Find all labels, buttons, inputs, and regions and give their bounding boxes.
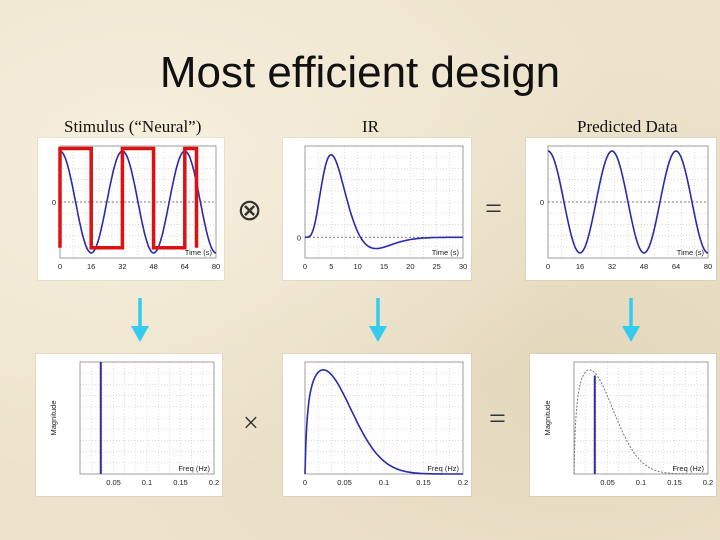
x-tick-label: 0.1 (636, 478, 646, 487)
x-tick-label: 0.2 (458, 478, 468, 487)
x-tick-label: 5 (329, 262, 333, 271)
x-tick-label: 0.05 (337, 478, 352, 487)
plot-frame (304, 145, 464, 259)
series-line-0 (547, 150, 709, 254)
x-tick-label: 25 (432, 262, 440, 271)
ir-freq-chart: 0 0.05 0.1 0.15 0.2 Freq (Hz) (303, 361, 468, 487)
x-tick-label: 15 (380, 262, 388, 271)
x-tick-label: 16 (87, 262, 95, 271)
x-axis-label: Freq (Hz) (672, 464, 704, 473)
stimulus-freq-chart: 0.05 0.1 0.15 0.2 Freq (Hz) Magnitude (49, 361, 219, 487)
column-label-predicted: Predicted Data (577, 117, 678, 136)
y-tick-label: 0 (297, 233, 301, 242)
column-label-ir: IR (362, 117, 379, 136)
x-tick-label: 0 (303, 262, 307, 271)
x-tick-label: 64 (181, 262, 189, 271)
predicted-freq-chart: 0.05 0.1 0.15 0.2 Freq (Hz) Magnitude (543, 361, 713, 487)
y-tick-label: 0 (52, 198, 56, 207)
x-tick-label: 0.15 (416, 478, 431, 487)
x-tick-label: 0.15 (667, 478, 682, 487)
x-tick-label: 10 (353, 262, 361, 271)
chart-grid (304, 361, 464, 475)
down-arrow-icon-predicted (622, 298, 640, 342)
predicted-time-chart: 0 16 32 48 64 80 0 Time (s) (540, 145, 712, 271)
series-line-0 (304, 368, 463, 475)
ir-freq-panel: 0 0.05 0.1 0.15 0.2 Freq (Hz) (283, 354, 471, 496)
stimulus-square-wave (58, 146, 199, 250)
plot-frame (79, 361, 215, 475)
x-tick-label: 0 (546, 262, 550, 271)
slide-title: Most efficient design (159, 48, 561, 97)
x-tick-label: 80 (212, 262, 220, 271)
x-axis-label: Time (s) (185, 248, 213, 257)
multiply-operator-icon: × (243, 408, 259, 439)
x-tick-label: 48 (640, 262, 648, 271)
stimulus-time-chart: 0 16 32 48 64 80 0 Time (s) (52, 145, 220, 271)
plot-frame (304, 361, 464, 475)
x-axis-label: Freq (Hz) (427, 464, 459, 473)
ir-time-chart: 0 5 10 15 20 25 30 0 Time (s) (297, 145, 467, 271)
x-tick-label: 32 (608, 262, 616, 271)
x-tick-label: 64 (672, 262, 680, 271)
equals-operator-bottom: = (489, 402, 506, 435)
y-tick-label: 0 (540, 198, 544, 207)
y-axis-label: Magnitude (543, 400, 552, 435)
ir-time-panel: 0 5 10 15 20 25 30 0 Time (s) (283, 138, 471, 280)
x-tick-label: 0.15 (173, 478, 188, 487)
x-tick-label: 0 (303, 478, 307, 487)
plot-frame (573, 361, 709, 475)
x-tick-label: 30 (459, 262, 467, 271)
predicted-freq-panel: 0.05 0.1 0.15 0.2 Freq (Hz) Magnitude (530, 354, 716, 496)
y-axis-label: Magnitude (49, 400, 58, 435)
x-tick-label: 16 (576, 262, 584, 271)
x-tick-label: 0.1 (142, 478, 152, 487)
stimulus-time-panel: 0 16 32 48 64 80 0 Time (s) (38, 138, 224, 280)
x-tick-label: 80 (704, 262, 712, 271)
chart-grid (304, 145, 464, 259)
x-axis-label: Freq (Hz) (178, 464, 210, 473)
series-line-1 (573, 369, 708, 475)
x-tick-label: 0.2 (209, 478, 219, 487)
x-tick-label: 32 (118, 262, 126, 271)
series-line-0 (305, 153, 463, 250)
down-arrow-icon-ir (369, 298, 387, 342)
series-line-0 (59, 150, 217, 254)
x-tick-label: 0.2 (703, 478, 713, 487)
column-label-stimulus: Stimulus (“Neural”) (64, 117, 202, 136)
x-tick-label: 0 (58, 262, 62, 271)
x-tick-label: 0.05 (106, 478, 121, 487)
stimulus-freq-panel: 0.05 0.1 0.15 0.2 Freq (Hz) Magnitude (36, 354, 222, 496)
x-axis-label: Time (s) (677, 248, 705, 257)
x-tick-label: 0.1 (379, 478, 389, 487)
x-tick-label: 20 (406, 262, 414, 271)
predicted-time-panel: 0 16 32 48 64 80 0 Time (s) (526, 138, 716, 280)
x-tick-label: 0.05 (600, 478, 615, 487)
equals-operator-top: = (485, 192, 502, 225)
convolve-operator-icon: ⊗ (237, 194, 263, 227)
x-tick-label: 48 (149, 262, 157, 271)
x-axis-label: Time (s) (432, 248, 460, 257)
down-arrow-icon-stimulus (131, 298, 149, 342)
